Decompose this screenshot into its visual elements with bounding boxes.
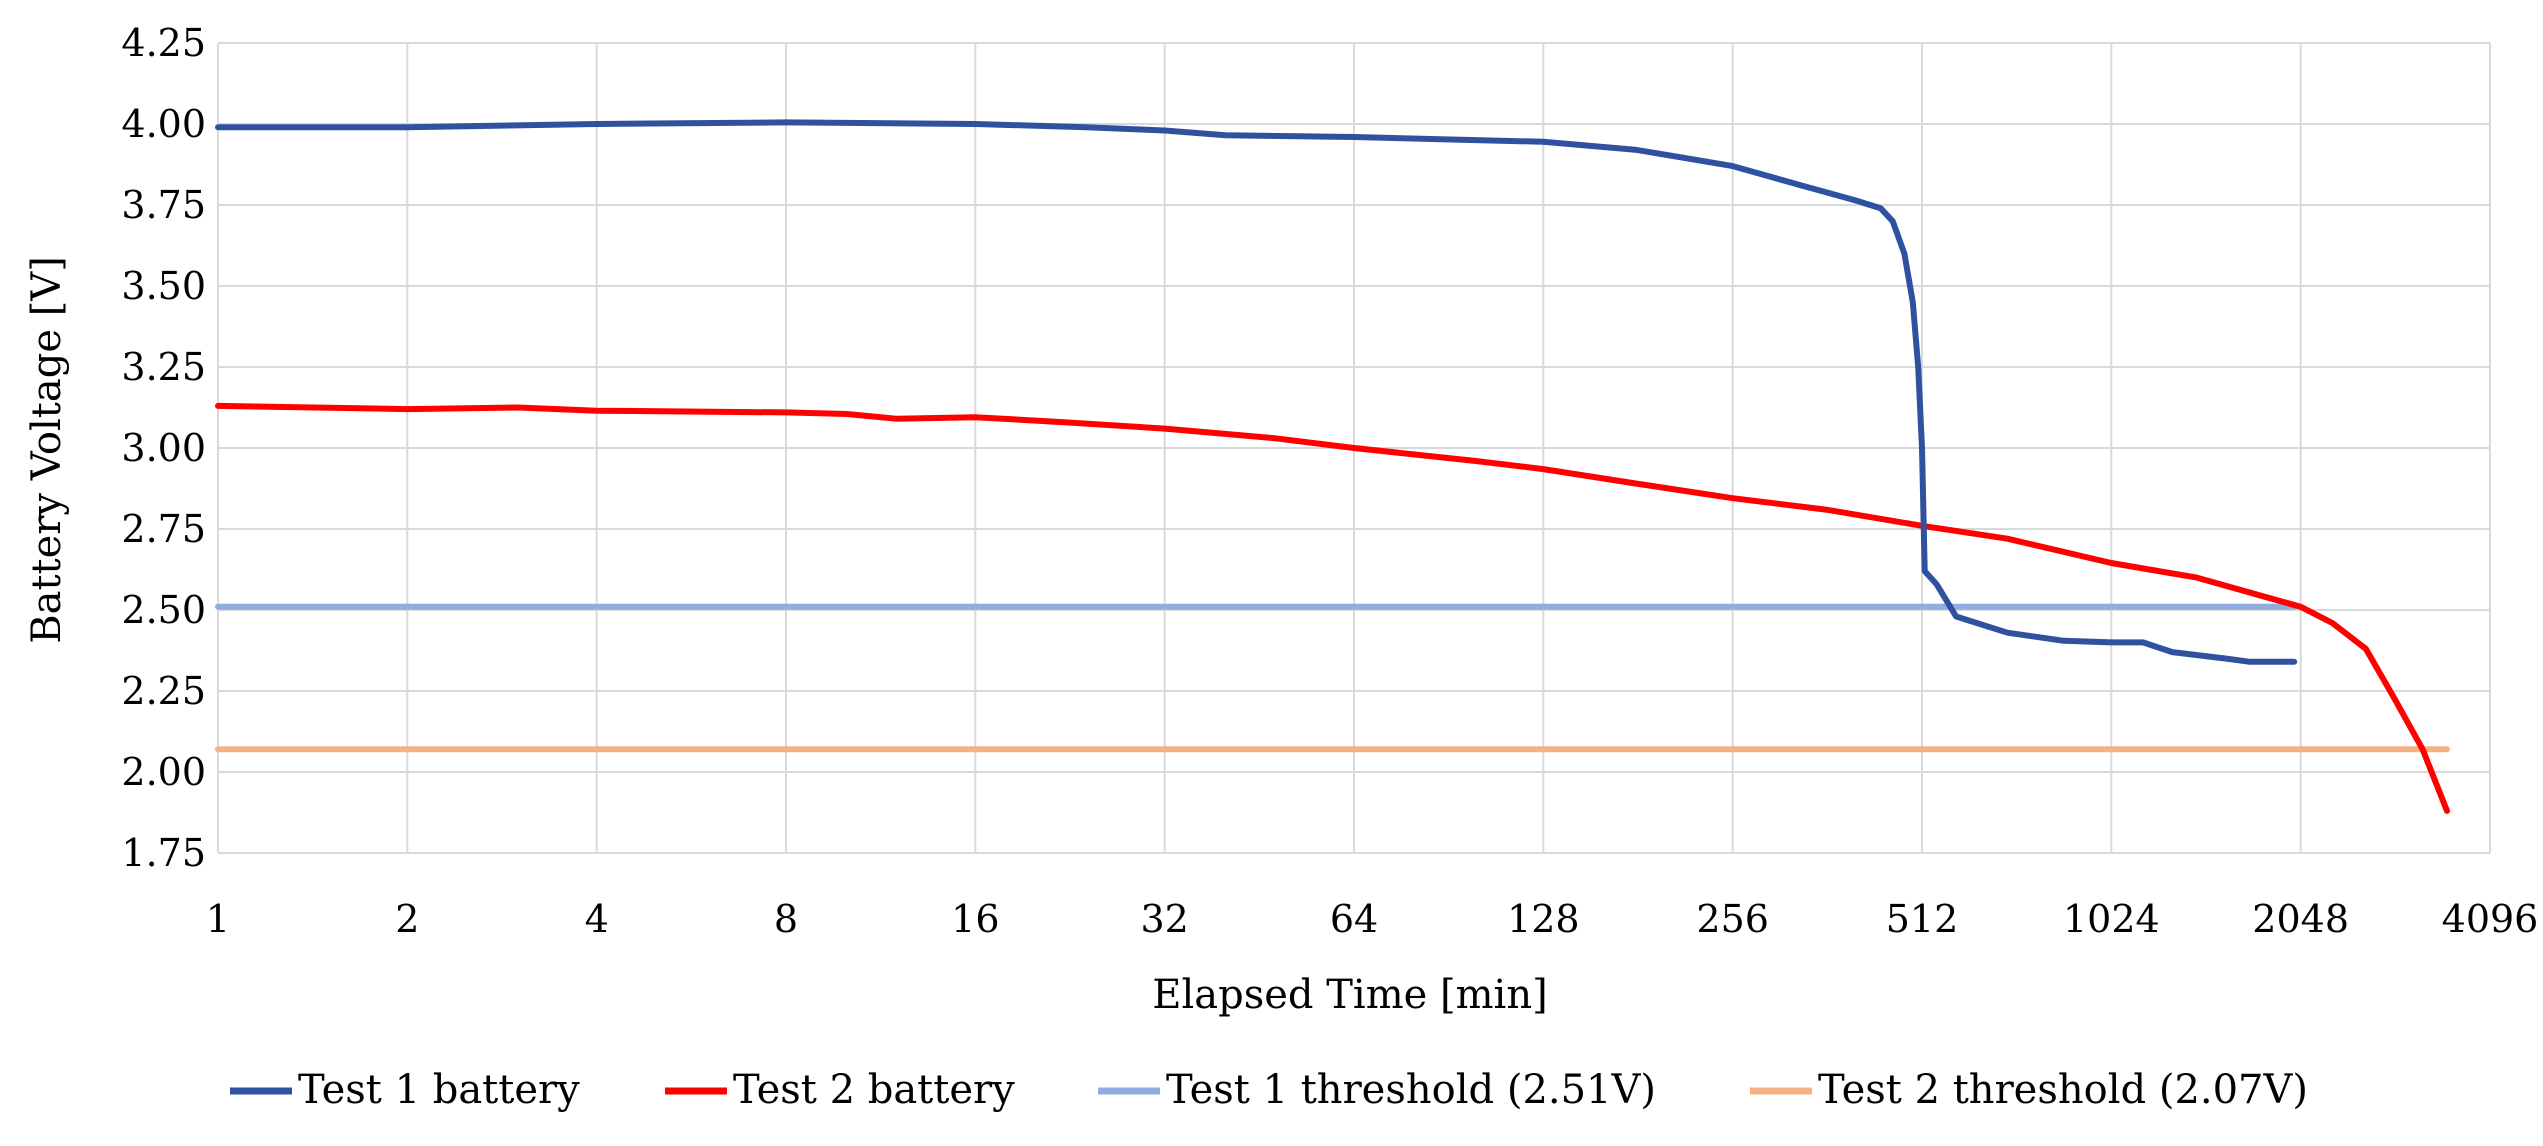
x-tick-label: 256 xyxy=(1696,897,1769,941)
x-tick-label: 128 xyxy=(1507,897,1580,941)
x-tick-label: 32 xyxy=(1140,897,1188,941)
series-line-1 xyxy=(215,119,2298,665)
x-tick-label: 8 xyxy=(774,897,798,941)
series-line-2 xyxy=(215,402,2450,814)
x-tick-label: 2 xyxy=(395,897,419,941)
y-tick-label: 3.50 xyxy=(121,264,206,308)
legend-label: Test 2 battery xyxy=(733,1067,1015,1113)
legend: Test 1 battery Test 2 battery Test 1 thres… xyxy=(230,1067,2308,1113)
legend-label: Test 2 threshold (2.07V) xyxy=(1818,1067,2308,1113)
x-tick-label: 4096 xyxy=(2442,897,2539,941)
y-tick-label: 2.50 xyxy=(121,588,206,632)
x-tick-label: 1 xyxy=(206,897,230,941)
y-axis-ticks: 1.75 2.00 2.25 2.50 2.75 3.00 3.25 3.50 3.75 4.00… xyxy=(121,21,206,875)
y-tick-label: 4.00 xyxy=(121,102,206,146)
y-tick-label: 4.25 xyxy=(121,21,206,65)
x-axis-ticks: 1 2 4 8 16 32 64 128 256 512 1024 2048 4096 xyxy=(206,897,2538,941)
y-tick-label: 2.25 xyxy=(121,669,206,713)
y-tick-label: 3.25 xyxy=(121,345,206,389)
x-tick-label: 16 xyxy=(951,897,999,941)
legend-label: Test 1 threshold (2.51V) xyxy=(1166,1067,1656,1113)
x-tick-label: 512 xyxy=(1886,897,1959,941)
x-tick-label: 64 xyxy=(1330,897,1378,941)
y-tick-label: 1.75 xyxy=(121,831,206,875)
legend-label: Test 1 battery xyxy=(298,1067,580,1113)
y-tick-label: 3.00 xyxy=(121,426,206,470)
x-tick-label: 2048 xyxy=(2252,897,2349,941)
y-tick-label: 3.75 xyxy=(121,183,206,227)
y-axis-label: Battery Voltage [V] xyxy=(24,256,70,644)
series-layer xyxy=(215,119,2450,814)
x-tick-label: 1024 xyxy=(2063,897,2160,941)
y-tick-label: 2.75 xyxy=(121,507,206,551)
x-tick-label: 4 xyxy=(585,897,609,941)
y-tick-label: 2.00 xyxy=(121,750,206,794)
x-axis-label: Elapsed Time [min] xyxy=(1152,972,1547,1018)
